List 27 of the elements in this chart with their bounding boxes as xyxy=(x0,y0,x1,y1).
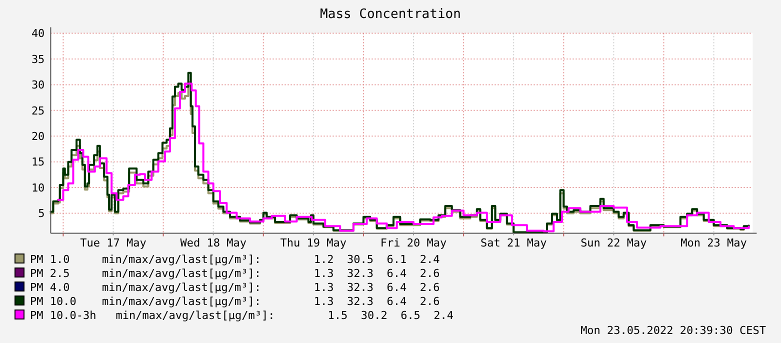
legend-label: PM 1.0 xyxy=(30,252,70,266)
text: min/max/avg/last[µg/m³]: 1.3 32.3 6.4 2.6 xyxy=(102,280,440,294)
y-tick-label: 15 xyxy=(31,156,45,169)
legend-label: PM 2.5 xyxy=(30,266,70,280)
legend-label: PM 10.0 xyxy=(30,294,76,308)
y-tick-label: 35 xyxy=(31,52,45,66)
text: min/max/avg/last[µg/m³]: 1.2 30.5 6.1 2.4 xyxy=(102,252,440,266)
legend-label: PM 4.0 xyxy=(30,280,70,294)
text: min/max/avg/last[µg/m³]: 1.3 32.3 6.4 2.6 xyxy=(102,266,440,280)
text: min/max/avg/last[µg/m³]: 1.5 30.2 6.5 2.4 xyxy=(116,308,454,322)
text: min/max/avg/last[µg/m³]: 1.3 32.3 6.4 2.6 xyxy=(102,294,440,308)
x-tick-label: Thu 19 May xyxy=(280,236,347,250)
y-tick-label: 40 xyxy=(31,27,45,40)
y-tick-label: 25 xyxy=(31,104,45,118)
legend-label: PM 10.0-3h xyxy=(30,308,96,322)
y-tick-label: 30 xyxy=(31,78,45,92)
x-tick-label: Mon 23 May xyxy=(680,236,748,250)
y-tick-label: 10 xyxy=(31,181,45,194)
y-tick-label: 5 xyxy=(38,207,45,220)
x-tick-label: Sun 22 May xyxy=(580,236,648,250)
text: Mon 23.05.2022 20:39:30 CEST xyxy=(580,324,766,337)
x-tick-label: Wed 18 May xyxy=(180,236,247,250)
x-tick-label: Fri 20 May xyxy=(380,236,447,250)
x-tick-label: Tue 17 May xyxy=(80,236,147,250)
x-tick-label: Sat 21 May xyxy=(480,236,548,250)
y-tick-label: 20 xyxy=(31,130,45,143)
chart-title: Mass Concentration xyxy=(320,7,461,22)
